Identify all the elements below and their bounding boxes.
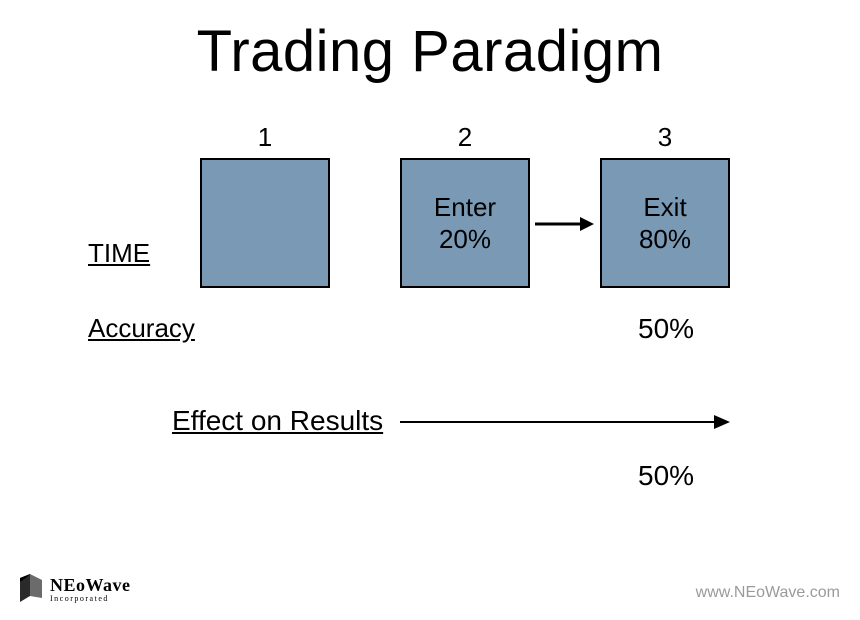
page-title: Trading Paradigm (0, 18, 860, 85)
company-logo: NEoWave Incorporated (18, 574, 131, 604)
box-2-enter: Enter 20% (400, 158, 530, 288)
box-3-line2: 80% (639, 223, 691, 256)
box-3-line1: Exit (643, 191, 686, 224)
logo-text: NEoWave Incorporated (50, 576, 131, 603)
column-number-2: 2 (400, 122, 530, 153)
effect-on-results-label: Effect on Results (172, 405, 383, 437)
effect-arrow-icon (400, 412, 730, 432)
logo-company-name: NEoWave (50, 576, 131, 594)
arrow-enter-to-exit-icon (534, 214, 594, 234)
column-number-3: 3 (600, 122, 730, 153)
effect-value: 50% (638, 460, 694, 492)
logo-company-sub: Incorporated (50, 595, 131, 603)
row-label-accuracy: Accuracy (88, 313, 195, 344)
footer-url: www.NEoWave.com (696, 584, 840, 602)
box-2-line2: 20% (439, 223, 491, 256)
logo-mark-icon (18, 574, 44, 604)
box-3-exit: Exit 80% (600, 158, 730, 288)
row-label-time: TIME (88, 238, 150, 269)
accuracy-value: 50% (638, 313, 694, 345)
box-2-line1: Enter (434, 191, 496, 224)
box-1 (200, 158, 330, 288)
column-number-1: 1 (200, 122, 330, 153)
